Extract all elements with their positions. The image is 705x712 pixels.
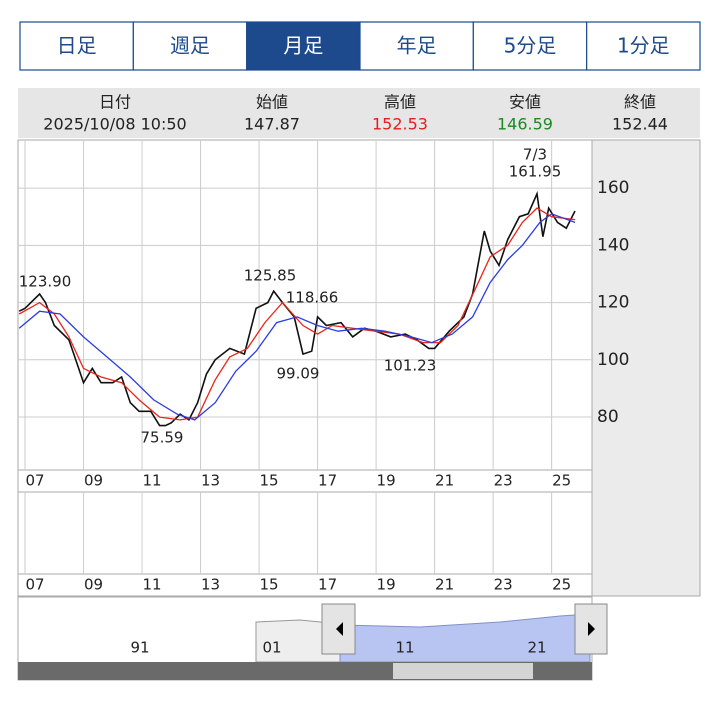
x-tick-label: 17 [318,472,337,490]
y-tick-label: 100 [597,350,629,370]
annotation: 101.23 [384,357,437,375]
info-value: 146.59 [497,115,553,134]
info-bar [18,88,700,138]
navigator-label: 91 [130,639,149,657]
tab-label: 週足 [170,34,210,58]
navigator-label: 01 [262,639,281,657]
x-tick-label: 23 [494,472,513,490]
annotation: 75.59 [141,429,184,447]
x-tick-label: 23 [494,576,513,594]
tab-label: 年足 [397,34,437,58]
annotation: 161.95 [509,163,562,181]
tab-label: 5分足 [504,34,557,58]
y-tick-label: 80 [597,407,619,427]
x-tick-label: 19 [377,576,396,594]
x-tick-label: 25 [552,576,571,594]
sub-plot [17,491,593,575]
tab-label: 月足 [283,34,323,58]
navigator-label: 21 [527,639,546,657]
x-tick-label: 15 [260,576,279,594]
x-tick-label: 17 [318,576,337,594]
y-tick-label: 140 [597,235,629,255]
info-label: 日付 [99,93,131,112]
y-tick-label: 120 [597,293,629,313]
price-line [18,207,576,421]
annotation: 123.90 [19,273,72,291]
arrow-left [336,622,343,636]
tab-label: 日足 [57,34,97,58]
annotation: 99.09 [277,365,320,383]
annotation: 7/3 [523,146,547,164]
tab[interactable] [359,21,474,71]
tab[interactable] [132,21,248,71]
x-tick-label: 07 [25,576,44,594]
x-tick-label: 19 [377,472,396,490]
x-axis-row [17,573,593,597]
x-tick-label: 15 [260,472,279,490]
x-tick-label: 11 [142,576,161,594]
x-tick-label: 09 [84,576,103,594]
x-tick-label: 11 [142,472,161,490]
tab[interactable] [19,21,134,71]
info-label: 高値 [384,93,416,112]
info-value: 152.53 [372,115,428,134]
main-plot [17,139,593,471]
scrollbar-thumb[interactable] [393,663,533,679]
price-axis-area [591,139,701,597]
info-value: 2025/10/08 10:50 [43,115,186,134]
arrow-right [588,622,595,636]
price-line [18,213,576,421]
info-value: 152.44 [612,115,668,134]
navigator-label: 11 [395,639,414,657]
x-tick-label: 13 [201,576,220,594]
info-value: 147.87 [244,115,300,134]
tab-label: 1分足 [617,34,670,58]
x-tick-label: 21 [435,576,454,594]
tab[interactable] [586,21,701,71]
tab[interactable] [246,21,361,71]
info-label: 終値 [624,93,656,112]
x-tick-label: 25 [552,472,571,490]
annotation: 118.66 [286,289,339,307]
x-tick-label: 09 [84,472,103,490]
x-tick-label: 07 [25,472,44,490]
x-tick-label: 13 [201,472,220,490]
y-tick-label: 160 [597,178,629,198]
x-tick-label: 21 [435,472,454,490]
info-label: 始値 [256,93,288,112]
info-label: 安値 [509,93,541,112]
annotation: 125.85 [244,267,297,285]
